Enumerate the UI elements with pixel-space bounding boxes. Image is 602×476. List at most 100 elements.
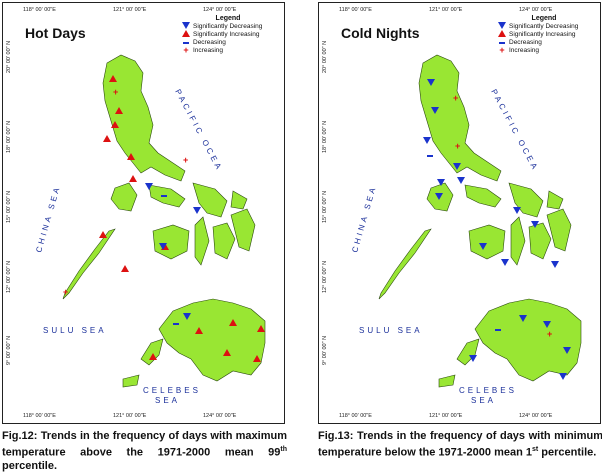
increase-marker: + — [113, 87, 118, 97]
sig-decrease-marker — [457, 177, 465, 184]
map-title: Hot Days — [25, 25, 86, 41]
increase-marker: + — [183, 155, 188, 165]
decrease-marker — [427, 155, 433, 157]
coord-top-label: 121° 00' 00"E — [429, 7, 463, 13]
sig-increase-marker — [253, 355, 261, 362]
china-sea-label: CHINA SEA — [34, 184, 62, 253]
sig-decrease-marker — [559, 373, 567, 380]
increase-marker: + — [547, 329, 552, 339]
sig-increase-marker — [229, 319, 237, 326]
sig-decrease-marker — [501, 259, 509, 266]
sig-increase-marker — [99, 231, 107, 238]
caption-prefix: Fig.12: — [2, 430, 38, 442]
legend-item: Significantly Decreasing — [179, 22, 277, 31]
china-sea-label: CHINA SEA — [350, 184, 378, 253]
coord-side-label: 12° 00' 00" N — [322, 260, 328, 293]
sig-decrease-marker — [453, 163, 461, 170]
map-legend: Legend Significantly Decreasing Signific… — [179, 15, 277, 55]
sig-decrease-marker — [145, 183, 153, 190]
legend-item: + Increasing — [495, 45, 593, 55]
figure-caption: Fig.13: Trends in the frequency of days … — [318, 430, 602, 460]
sig-decrease-marker — [513, 207, 521, 214]
sig-decrease-marker — [519, 315, 527, 322]
sig-decrease-marker — [551, 261, 559, 268]
coord-bottom-label: 118° 00' 00"E — [23, 413, 56, 419]
caption-prefix: Fig.13: — [318, 430, 354, 442]
coord-side-label: 15° 00' 00" N — [322, 190, 328, 223]
coord-side-label: 9° 00' 00" N — [6, 335, 12, 365]
pacific-ocean-label: PACIFIC OCEA — [173, 88, 224, 173]
decrease-marker — [161, 195, 167, 197]
legend-item-label: Significantly Decreasing — [509, 23, 579, 30]
triangle-down-icon — [498, 22, 506, 29]
legend-item: + Increasing — [179, 45, 277, 55]
sig-decrease-marker — [469, 355, 477, 362]
sig-decrease-marker — [431, 107, 439, 114]
coord-top-label: 124° 00' 00"E — [203, 7, 237, 13]
triangle-up-icon — [498, 30, 506, 37]
sulu-sea-label: SULU SEA — [359, 326, 423, 335]
caption-superscript: st — [531, 446, 539, 453]
trend-markers: + + + — [63, 75, 265, 362]
celebes-label: CELEBES — [459, 386, 517, 395]
dash-icon — [499, 42, 505, 44]
legend-item-label: Significantly Increasing — [193, 31, 260, 38]
coord-top-label: 118° 00' 00"E — [339, 7, 372, 13]
sig-decrease-marker — [435, 193, 443, 200]
philippines-landmass — [62, 54, 266, 388]
sig-decrease-marker — [423, 137, 431, 144]
sig-increase-marker — [223, 349, 231, 356]
map-title: Cold Nights — [341, 25, 420, 41]
coord-top-label: 121° 00' 00"E — [113, 7, 147, 13]
sig-increase-marker — [257, 325, 265, 332]
caption-end: percentile. — [2, 459, 58, 472]
sig-increase-marker — [195, 327, 203, 334]
coord-side-label: 12° 00' 00" N — [6, 260, 12, 293]
increase-marker: + — [455, 141, 460, 151]
coord-side-label: 15° 00' 00" N — [6, 190, 12, 223]
increase-marker: + — [63, 287, 68, 297]
cold-nights-map-panel: CHINA SEA PACIFIC OCEA SULU SEA CELEBES … — [318, 2, 601, 424]
legend-item: Decreasing — [495, 39, 593, 47]
legend-item: Significantly Increasing — [495, 30, 593, 39]
hot-days-map-panel: CHINA SEA PACIFIC OCEA SULU SEA CELEBES … — [2, 2, 285, 424]
legend-title: Legend — [215, 15, 241, 22]
coord-side-label: 20° 00' 00" N — [322, 40, 328, 73]
celebes-label: CELEBES — [143, 386, 201, 395]
plus-icon: + — [183, 45, 189, 55]
decrease-marker — [173, 323, 179, 325]
sig-decrease-marker — [543, 321, 551, 328]
sig-decrease-marker — [159, 243, 167, 250]
legend-title: Legend — [531, 15, 557, 22]
cold-nights-map: CHINA SEA PACIFIC OCEA SULU SEA CELEBES … — [350, 54, 582, 405]
sig-decrease-marker — [193, 207, 201, 214]
caption-text: Trends in the frequency of days with min… — [318, 430, 602, 459]
coord-bottom-label: 124° 00' 00"E — [519, 413, 553, 419]
dash-icon — [183, 42, 189, 44]
sig-increase-marker — [103, 135, 111, 142]
sig-decrease-marker — [479, 243, 487, 250]
coord-top-label: 124° 00' 00"E — [519, 7, 553, 13]
coord-bottom-label: 121° 00' 00"E — [113, 413, 147, 419]
coord-bottom-label: 121° 00' 00"E — [429, 413, 463, 419]
trend-markers: + + + — [423, 79, 571, 380]
increase-marker: + — [453, 93, 458, 103]
figure-caption: Fig.12: Trends in the frequency of days … — [2, 430, 287, 473]
sig-increase-marker — [115, 107, 123, 114]
plus-icon: + — [499, 45, 505, 55]
decrease-marker — [495, 329, 501, 331]
caption-text: Trends in the frequency of days with max… — [2, 430, 287, 459]
coord-side-label: 18° 00' 00" N — [322, 120, 328, 153]
legend-item: Significantly Decreasing — [495, 22, 593, 31]
legend-item-label: Significantly Increasing — [509, 31, 576, 38]
sig-decrease-marker — [183, 313, 191, 320]
hot-days-map: CHINA SEA PACIFIC OCEA SULU SEA CELEBES … — [34, 54, 266, 405]
sea-label: SEA — [155, 396, 180, 405]
legend-item: Significantly Increasing — [179, 30, 277, 39]
legend-item-label: Increasing — [193, 47, 223, 54]
sig-increase-marker — [111, 121, 119, 128]
legend-item-label: Decreasing — [509, 39, 542, 46]
coord-bottom-label: 118° 00' 00"E — [339, 413, 372, 419]
sig-increase-marker — [127, 153, 135, 160]
sig-increase-marker — [121, 265, 129, 272]
